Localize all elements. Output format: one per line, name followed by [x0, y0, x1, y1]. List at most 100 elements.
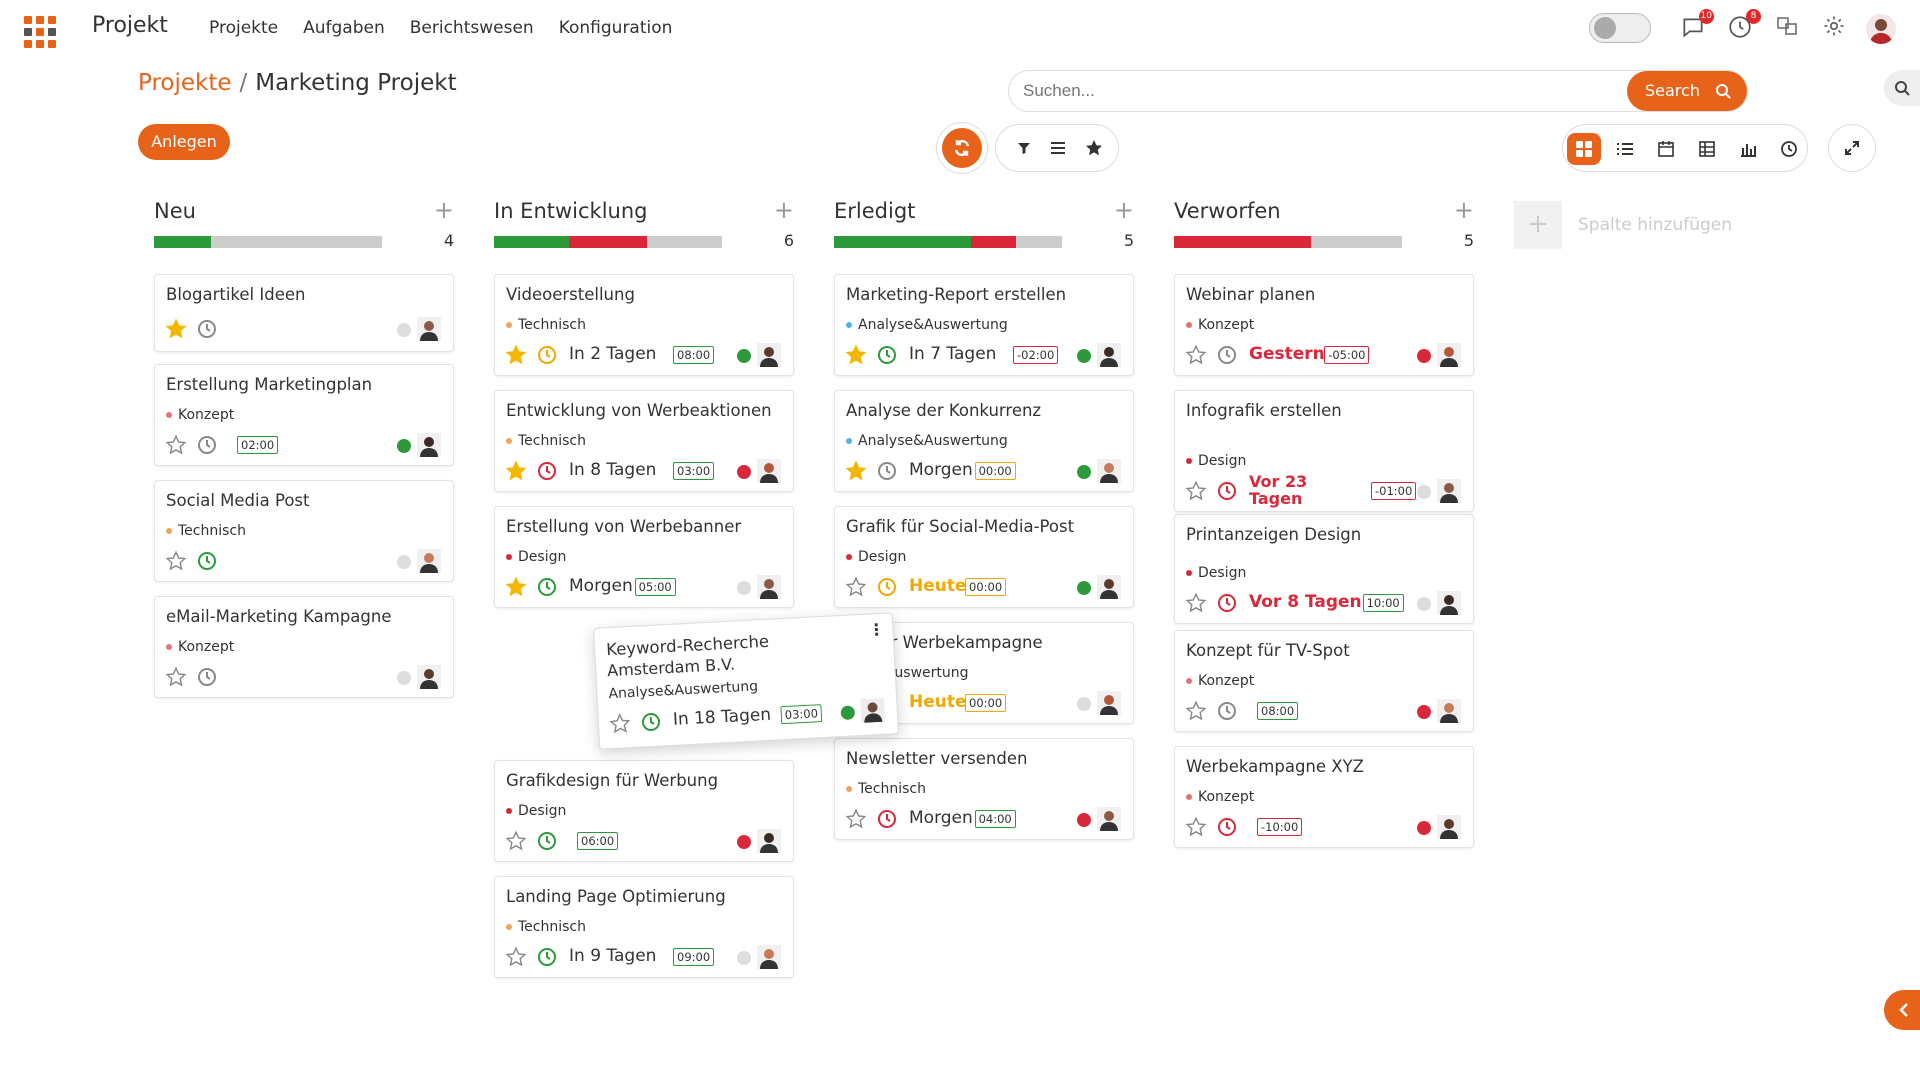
status-dot[interactable]	[1417, 705, 1431, 719]
star-icon[interactable]	[1185, 700, 1207, 726]
clock-icon[interactable]	[1217, 481, 1237, 505]
clock-icon[interactable]	[537, 831, 557, 855]
add-column-button[interactable]: +	[1514, 201, 1562, 249]
assignee-avatar[interactable]	[1097, 807, 1121, 831]
clock-icon[interactable]	[877, 345, 897, 369]
star-icon[interactable]	[1185, 816, 1207, 842]
star-icon[interactable]	[165, 434, 187, 460]
column-title[interactable]: Verworfen	[1174, 199, 1281, 223]
assignee-avatar[interactable]	[417, 433, 441, 457]
clock-icon[interactable]	[197, 551, 217, 575]
star-icon[interactable]	[1185, 480, 1207, 506]
kanban-card[interactable]: Videoerstellung Technisch In 2 Tagen 08:00	[494, 274, 794, 376]
status-dot[interactable]	[397, 555, 411, 569]
assignee-avatar[interactable]	[757, 829, 781, 853]
language-icon[interactable]	[1775, 14, 1805, 44]
star-icon[interactable]	[505, 946, 527, 972]
kanban-card[interactable]: Konzept für TV-Spot Konzept 08:00	[1174, 630, 1474, 732]
assignee-avatar[interactable]	[757, 575, 781, 599]
clock-icon[interactable]	[1217, 701, 1237, 725]
side-panel-button[interactable]	[1884, 70, 1920, 106]
assignee-avatar[interactable]	[1437, 591, 1461, 615]
assignee-avatar[interactable]	[860, 697, 886, 724]
status-dot[interactable]	[397, 323, 411, 337]
add-card-icon[interactable]: +	[1113, 196, 1134, 224]
assignee-avatar[interactable]	[757, 945, 781, 969]
refresh-button[interactable]	[942, 128, 982, 168]
kanban-card[interactable]: Blogartikel Ideen	[154, 274, 454, 352]
assignee-avatar[interactable]	[757, 459, 781, 483]
status-dot[interactable]	[1417, 821, 1431, 835]
search-button[interactable]: Search	[1627, 71, 1747, 111]
clock-icon[interactable]	[1217, 817, 1237, 841]
assignee-avatar[interactable]	[1437, 343, 1461, 367]
kanban-card[interactable]: Erstellung von Werbebanner Design Morgen 05…	[494, 506, 794, 608]
collapse-panel-button[interactable]	[1884, 990, 1920, 1030]
status-dot[interactable]	[737, 581, 751, 595]
pivot-view-icon[interactable]	[1690, 133, 1724, 165]
nav-projects[interactable]: Projekte	[209, 18, 279, 38]
assignee-avatar[interactable]	[417, 317, 441, 341]
filter-icon[interactable]	[1014, 138, 1034, 162]
clock-icon[interactable]	[197, 667, 217, 691]
group-by-icon[interactable]	[1048, 138, 1068, 162]
assignee-avatar[interactable]	[1097, 691, 1121, 715]
column-title[interactable]: Erledigt	[834, 199, 916, 223]
kanban-card[interactable]: Landing Page Optimierung Technisch In 9 Ta…	[494, 876, 794, 978]
clock-icon[interactable]	[197, 319, 217, 343]
column-progress-bar[interactable]	[154, 236, 382, 248]
search-input[interactable]	[1023, 71, 1603, 111]
status-dot[interactable]	[1077, 581, 1091, 595]
star-icon[interactable]	[1185, 344, 1207, 370]
status-dot[interactable]	[397, 439, 411, 453]
status-dot[interactable]	[1417, 485, 1431, 499]
clock-icon[interactable]	[1217, 345, 1237, 369]
clock-icon[interactable]	[641, 712, 662, 737]
assignee-avatar[interactable]	[1097, 575, 1121, 599]
assignee-avatar[interactable]	[417, 665, 441, 689]
star-icon[interactable]	[845, 576, 867, 602]
clock-icon[interactable]	[537, 577, 557, 601]
clock-icon[interactable]	[877, 461, 897, 485]
column-title[interactable]: Neu	[154, 199, 196, 223]
assignee-avatar[interactable]	[417, 549, 441, 573]
add-card-icon[interactable]: +	[1453, 196, 1474, 224]
add-column-label[interactable]: Spalte hinzufügen	[1578, 215, 1733, 235]
kanban-card[interactable]: Printanzeigen Design Design Vor 8 Tagen 10:…	[1174, 514, 1474, 624]
kanban-card[interactable]: Erstellung Marketingplan Konzept 02:00	[154, 364, 454, 466]
clock-icon[interactable]	[1217, 593, 1237, 617]
status-dot[interactable]	[737, 835, 751, 849]
kanban-card[interactable]: Webinar planen Konzept Gestern -05:00	[1174, 274, 1474, 376]
fullscreen-button[interactable]	[1828, 124, 1876, 172]
star-icon[interactable]	[608, 712, 631, 739]
star-icon[interactable]	[165, 550, 187, 576]
star-icon[interactable]	[1185, 592, 1207, 618]
card-menu-icon[interactable]: ⋮	[868, 619, 885, 640]
nav-configuration[interactable]: Konfiguration	[558, 18, 673, 38]
activities-icon[interactable]: 8	[1727, 9, 1761, 44]
column-progress-bar[interactable]	[834, 236, 1062, 248]
user-avatar[interactable]	[1866, 14, 1896, 44]
kanban-card[interactable]: Werbekampagne XYZ Konzept -10:00	[1174, 746, 1474, 848]
assignee-avatar[interactable]	[1437, 815, 1461, 839]
nav-tasks[interactable]: Aufgaben	[303, 18, 385, 38]
graph-view-icon[interactable]	[1731, 133, 1765, 165]
calendar-view-icon[interactable]	[1649, 133, 1683, 165]
status-dot[interactable]	[737, 951, 751, 965]
kanban-card[interactable]: Grafik für Social-Media-Post Design Heute 0…	[834, 506, 1134, 608]
favorites-star-icon[interactable]	[1084, 138, 1104, 162]
status-dot[interactable]	[1417, 597, 1431, 611]
status-dot[interactable]	[1417, 349, 1431, 363]
star-icon[interactable]	[845, 344, 867, 370]
assignee-avatar[interactable]	[1097, 343, 1121, 367]
activity-view-icon[interactable]	[1772, 133, 1806, 165]
star-icon[interactable]	[845, 460, 867, 486]
star-icon[interactable]	[505, 576, 527, 602]
status-dot[interactable]	[1077, 349, 1091, 363]
column-progress-bar[interactable]	[494, 236, 722, 248]
kanban-card[interactable]: Marketing-Report erstellen Analyse&Auswer…	[834, 274, 1134, 376]
dragged-card[interactable]: Keyword-Recherche Amsterdam B.V. ⋮ Analy…	[593, 612, 899, 750]
star-icon[interactable]	[505, 460, 527, 486]
status-dot[interactable]	[737, 465, 751, 479]
star-icon[interactable]	[845, 808, 867, 834]
